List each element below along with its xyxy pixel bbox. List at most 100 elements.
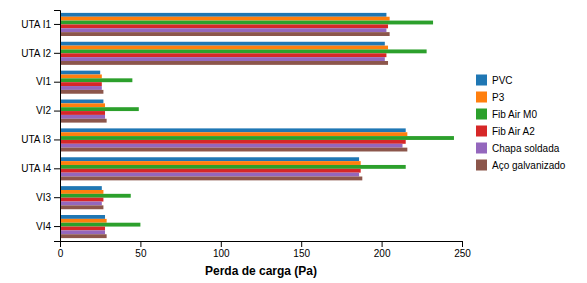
bar (60, 194, 131, 198)
bar (60, 215, 105, 219)
y-tick: VI4 (36, 221, 60, 232)
y-tick: VI1 (36, 76, 60, 87)
legend-label: PVC (492, 75, 513, 86)
y-tick-label: UTA I4 (21, 163, 51, 174)
bar (60, 61, 388, 65)
bar (60, 24, 388, 28)
x-tick-mark (140, 241, 141, 247)
legend-item: PVC (476, 75, 513, 87)
legend-item: Fib Air M0 (476, 109, 537, 121)
bar (60, 173, 359, 177)
bar (60, 128, 406, 132)
bar (60, 132, 407, 136)
bar (60, 17, 390, 21)
bar (60, 115, 105, 119)
y-tick-mark (54, 226, 60, 227)
bar (60, 169, 361, 173)
bar (60, 177, 362, 181)
y-tick: UTA I2 (21, 48, 60, 59)
bar (60, 198, 103, 202)
x-tick: 100 (213, 241, 230, 259)
bar (60, 13, 386, 17)
bar (60, 21, 433, 25)
bar-series (60, 24, 406, 230)
bar (60, 205, 103, 209)
bar (60, 42, 385, 46)
bar (60, 148, 407, 152)
legend-swatch (476, 75, 487, 86)
y-axis: VI4VI3UTA I4UTA I3VI2VI1UTA I2UTA I1 (21, 11, 60, 242)
legend-swatch (476, 109, 487, 120)
y-tick-label: UTA I1 (21, 19, 51, 30)
y-tick-mark (54, 111, 60, 112)
legend-item: Chapa soldada (476, 143, 560, 155)
bar (60, 144, 403, 148)
bar-series (60, 13, 406, 219)
y-tick: UTA I1 (21, 19, 60, 30)
x-tick-mark (301, 241, 302, 247)
y-axis-line (54, 11, 61, 242)
legend-item: P3 (476, 92, 505, 104)
bar (60, 107, 139, 111)
x-tick-mark (462, 241, 463, 247)
bar (60, 161, 361, 165)
legend-label: P3 (492, 92, 505, 103)
y-tick-label: VI3 (36, 192, 51, 203)
legend-swatch (476, 92, 487, 103)
y-tick: UTA I3 (21, 134, 60, 145)
bar-series (60, 32, 407, 238)
bar (60, 119, 107, 123)
x-tick: 0 (58, 241, 64, 259)
x-tick: 50 (135, 241, 147, 259)
bar (60, 103, 105, 107)
legend: PVC P3 Fib Air M0 Fib Air A2 Chapa soldada Aç… (476, 75, 566, 172)
legend-item: Fib Air A2 (476, 126, 535, 138)
bar (60, 136, 454, 140)
y-tick-mark (54, 24, 60, 25)
bar (60, 234, 107, 238)
x-tick-label: 250 (454, 248, 471, 259)
x-tick: 200 (374, 241, 391, 259)
bar (60, 46, 388, 50)
y-tick-mark (54, 82, 60, 83)
x-tick-label: 100 (213, 248, 230, 259)
y-tick-mark (54, 168, 60, 169)
legend-swatch (476, 143, 487, 154)
y-tick: VI3 (36, 192, 60, 203)
legend-item: Aço galvanizado (476, 160, 566, 172)
y-tick-mark (54, 53, 60, 54)
bar (60, 86, 102, 90)
y-tick-label: UTA I2 (21, 48, 51, 59)
y-tick-mark (54, 139, 60, 140)
legend-swatch (476, 126, 487, 137)
bar (60, 53, 386, 57)
x-tick-mark (221, 241, 222, 247)
x-tick-label: 50 (135, 248, 147, 259)
bar (60, 227, 105, 231)
bar (60, 49, 427, 53)
y-tick-mark (54, 197, 60, 198)
bar (60, 230, 105, 234)
bar-series (60, 17, 407, 223)
bar (60, 78, 132, 82)
x-tick: 250 (454, 241, 471, 259)
bar (60, 219, 107, 223)
y-tick-label: UTA I3 (21, 134, 51, 145)
legend-label: Fib Air A2 (492, 126, 535, 137)
x-tick-label: 0 (58, 248, 64, 259)
bar-series (60, 28, 403, 234)
x-axis-line (61, 242, 463, 248)
bar (60, 28, 386, 32)
bar (60, 157, 359, 161)
bars (60, 13, 454, 238)
y-tick: UTA I4 (21, 163, 60, 174)
bar-series (60, 21, 454, 227)
bar (60, 186, 102, 190)
x-tick-label: 200 (374, 248, 391, 259)
legend-label: Chapa soldada (492, 143, 560, 154)
bar (60, 90, 103, 94)
legend-label: Fib Air M0 (492, 109, 537, 120)
bar (60, 82, 102, 86)
plot: 050100150200250VI4VI3UTA I4UTA I3VI2VI1U… (21, 11, 471, 279)
bar (60, 100, 103, 104)
